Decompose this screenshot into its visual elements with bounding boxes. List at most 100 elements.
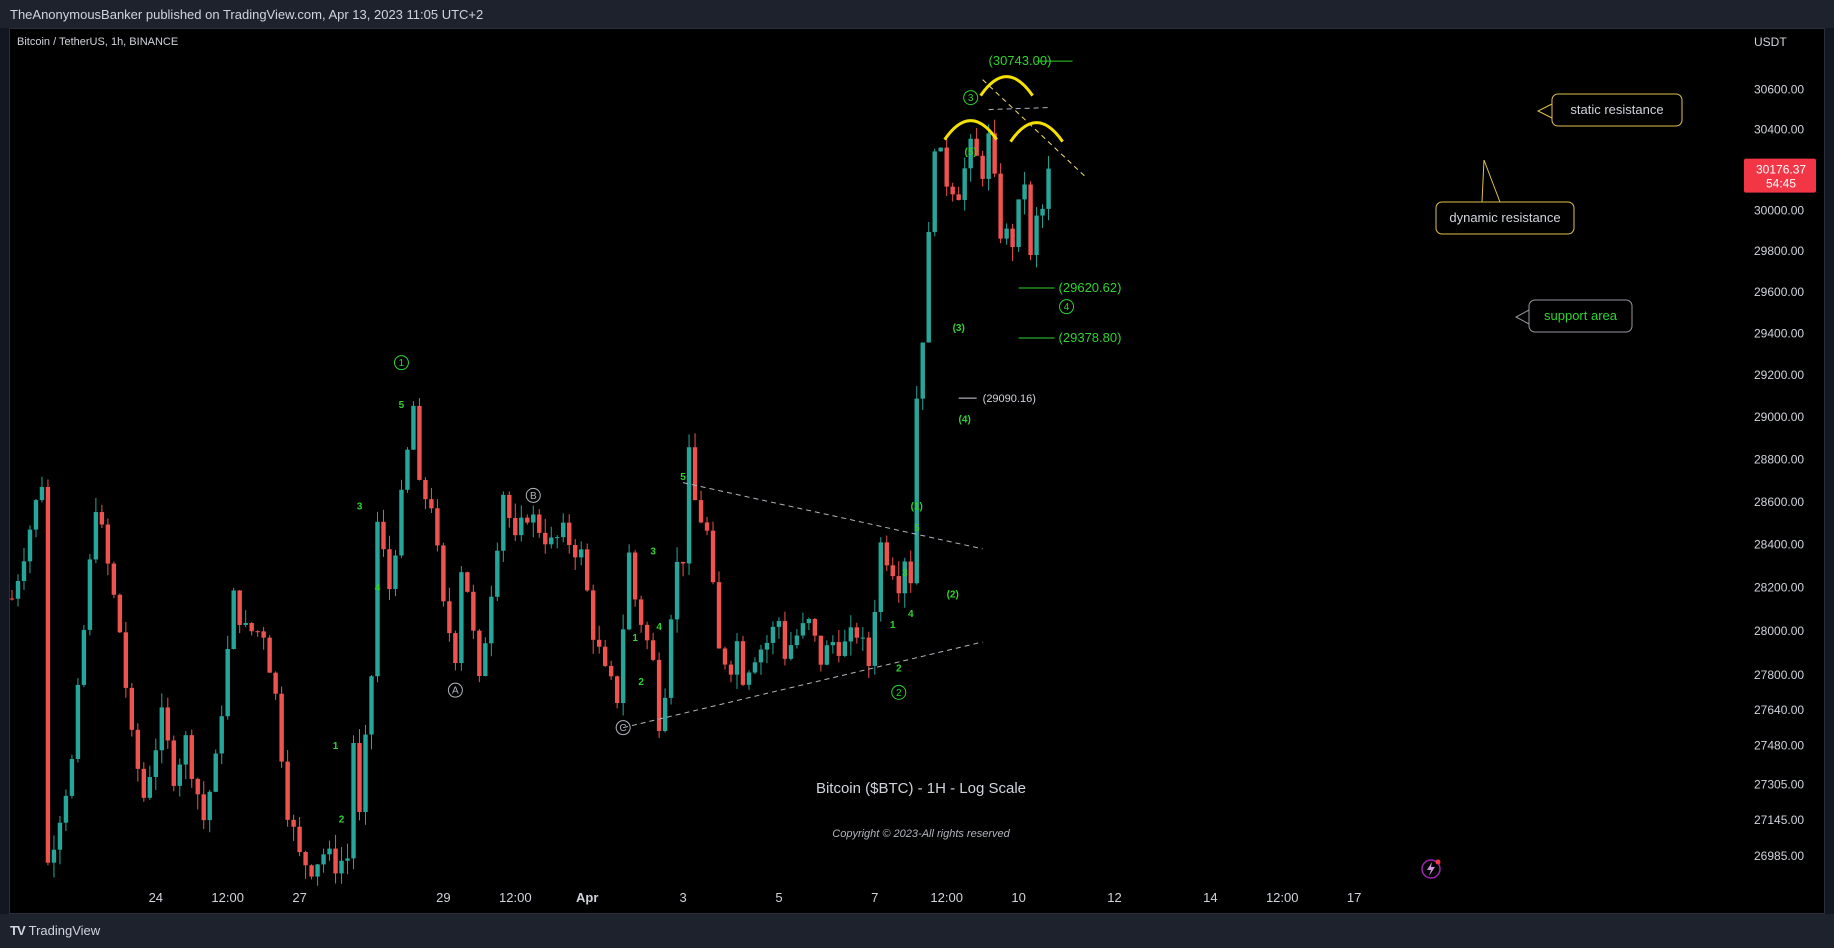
candle-body xyxy=(543,532,548,545)
candle-body xyxy=(698,500,704,523)
candle-body xyxy=(117,594,123,633)
dynamic-resistance-callout-pointer xyxy=(1481,159,1501,203)
candle-body xyxy=(369,676,374,735)
candle-body xyxy=(237,590,242,625)
candle-body xyxy=(249,623,254,632)
candle-body xyxy=(956,194,961,201)
candle-body xyxy=(513,517,518,536)
candle-body xyxy=(279,693,284,762)
static-resistance-callout-box xyxy=(1551,93,1683,127)
candle-body xyxy=(525,517,530,523)
tradingview-logo[interactable]: TV TradingView xyxy=(10,923,100,938)
candle-body xyxy=(483,643,488,677)
candle-body xyxy=(453,633,458,664)
candle-body xyxy=(63,795,69,823)
time-tick-label: 14 xyxy=(1203,890,1217,905)
candle-body xyxy=(351,743,356,859)
wave-label: 2 xyxy=(339,815,345,826)
candle-body xyxy=(495,550,500,597)
static-resistance-callout[interactable]: static resistance xyxy=(1536,93,1683,127)
wave-label: 4 xyxy=(908,609,914,620)
candle-body xyxy=(105,524,111,564)
candle-body xyxy=(225,648,230,717)
time-tick-label: 5 xyxy=(775,890,782,905)
static-resistance-line[interactable] xyxy=(988,107,1049,111)
candle-body xyxy=(866,637,872,666)
triangle-upper-trendline[interactable] xyxy=(682,482,983,550)
wave-label: A xyxy=(452,686,459,697)
wave-label: 5 xyxy=(680,472,686,483)
price-tick-label: 30600.00 xyxy=(1754,83,1804,97)
candle-body xyxy=(734,641,740,675)
price-tick-label: 27480.00 xyxy=(1754,738,1804,752)
candle-body xyxy=(950,186,955,195)
candle-body xyxy=(1046,168,1051,209)
candle-body xyxy=(447,601,452,634)
candle-body xyxy=(567,522,572,546)
candle-body xyxy=(549,537,554,545)
candle-body xyxy=(824,645,830,665)
wave-label: 1 xyxy=(399,358,405,369)
top-arc-middle[interactable] xyxy=(979,75,1034,97)
static-resistance-callout-pointer xyxy=(1536,103,1553,119)
support-area-callout[interactable]: support area xyxy=(1514,299,1633,333)
support-area-callout-box xyxy=(1528,299,1633,333)
candle-body xyxy=(555,537,560,539)
candle-body xyxy=(1004,228,1009,239)
wave-label: 1 xyxy=(890,620,896,631)
triangle-lower-trendline[interactable] xyxy=(623,641,983,729)
price-level-label: (29620.62) xyxy=(1059,280,1122,295)
candle-body xyxy=(171,740,176,786)
candle-body xyxy=(974,138,979,156)
candle-body xyxy=(686,447,692,564)
top-arc-left[interactable] xyxy=(943,119,998,141)
candle-body xyxy=(135,729,141,769)
candle-body xyxy=(537,514,542,533)
candle-body xyxy=(441,545,446,602)
copyright-note: Copyright © 2023-All rights reserved xyxy=(832,828,1010,840)
candle-body xyxy=(812,618,818,636)
candle-body xyxy=(1028,184,1033,256)
candle-body xyxy=(830,642,836,646)
candle-body xyxy=(69,758,75,796)
candle-body xyxy=(890,565,895,577)
candle-body xyxy=(614,676,620,704)
time-tick-label: Apr xyxy=(576,890,598,905)
candle-body xyxy=(291,819,296,827)
candle-body xyxy=(650,640,656,660)
candle-body xyxy=(914,398,919,584)
candle-body xyxy=(21,561,27,581)
candle-body xyxy=(710,530,716,583)
candle-body xyxy=(585,549,590,591)
candle-body xyxy=(99,512,105,525)
alert-icon[interactable] xyxy=(1421,859,1441,879)
candle-body xyxy=(471,591,476,631)
time-tick-label: 12:00 xyxy=(499,890,532,905)
brand-label: TradingView xyxy=(28,923,101,938)
dynamic-resistance-callout[interactable]: dynamic resistance xyxy=(1435,159,1575,235)
wave-label: 2 xyxy=(638,677,644,688)
candle-body xyxy=(195,778,200,795)
time-tick-label: 7 xyxy=(871,890,878,905)
candle-body xyxy=(596,639,602,647)
candle-body xyxy=(363,734,368,813)
candle-body xyxy=(9,598,15,600)
candle-body xyxy=(1010,228,1015,248)
candle-body xyxy=(1016,199,1021,248)
candle-body xyxy=(87,559,93,630)
candle-body xyxy=(477,630,482,677)
top-arc-right[interactable] xyxy=(1009,121,1064,143)
wave-label: 4 xyxy=(375,583,381,594)
candle-body xyxy=(644,624,650,641)
wave-label: 3 xyxy=(650,547,656,558)
wave-label: 3 xyxy=(357,502,363,513)
wave-label: 3 xyxy=(902,568,908,579)
time-tick-label: 12:00 xyxy=(211,890,244,905)
price-tick-label: 29600.00 xyxy=(1754,285,1804,299)
wave-label: (5) xyxy=(965,147,977,158)
dynamic-resistance-line[interactable] xyxy=(982,79,1085,177)
candle-body xyxy=(501,494,506,551)
wave-label: 2 xyxy=(896,688,902,699)
candle-body xyxy=(878,542,883,612)
